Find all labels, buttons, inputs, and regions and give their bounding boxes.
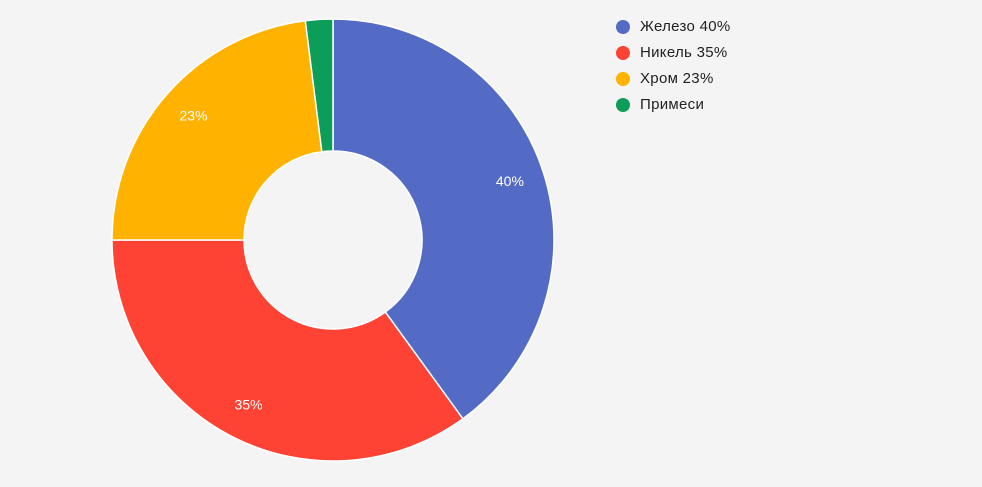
- slice-impurities[interactable]: [304, 18, 334, 153]
- slice-label-chromium: 23%: [179, 108, 207, 124]
- legend-label-nickel: Никель 35%: [640, 44, 728, 61]
- slice-iron[interactable]: [332, 18, 555, 420]
- legend-item-nickel[interactable]: Никель 35%: [616, 43, 731, 62]
- legend-item-chromium[interactable]: Хром 23%: [616, 69, 731, 88]
- slice-nickel[interactable]: [111, 239, 464, 462]
- slice-chromium[interactable]: [111, 19, 323, 241]
- legend-swatch-impurities: [616, 97, 630, 112]
- legend-item-iron[interactable]: Железо 40%: [616, 17, 731, 36]
- legend-item-impurities[interactable]: Примеси: [616, 95, 731, 114]
- slice-label-iron: 40%: [496, 173, 524, 189]
- chart-legend: Железо 40% Никель 35% Хром 23% Примеси: [616, 17, 731, 114]
- slice-label-nickel: 35%: [235, 396, 263, 412]
- legend-label-chromium: Хром 23%: [640, 70, 714, 87]
- legend-swatch-chromium: [616, 71, 630, 86]
- legend-label-impurities: Примеси: [640, 96, 705, 113]
- legend-label-iron: Железо 40%: [640, 18, 731, 35]
- legend-swatch-nickel: [616, 45, 630, 60]
- legend-swatch-iron: [616, 19, 630, 34]
